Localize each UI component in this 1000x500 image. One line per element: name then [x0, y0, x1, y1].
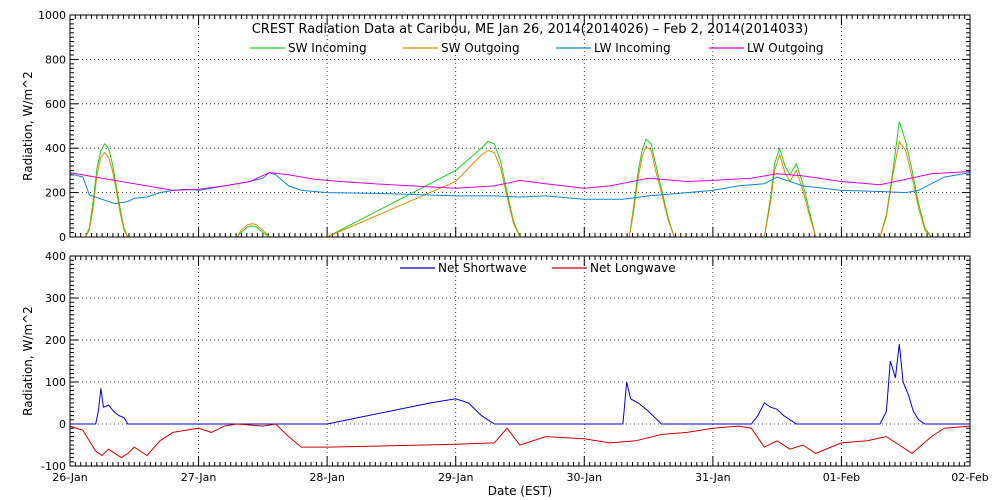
- series-line-net-longwave: [69, 423, 971, 459]
- x-tick-label: 29-Jan: [438, 471, 474, 484]
- plot-frame: [69, 14, 971, 238]
- x-tick-label: 02-Feb: [951, 471, 988, 484]
- grid-lines: [70, 256, 970, 466]
- grid-lines: [70, 15, 970, 237]
- y-tick-label: 600: [45, 98, 66, 111]
- legend-label: LW Incoming: [594, 41, 671, 55]
- x-tick-label: 31-Jan: [695, 471, 731, 484]
- y-tick-label: 800: [45, 53, 66, 66]
- legend-label: Net Shortwave: [438, 261, 527, 275]
- sw-lw-panel: 0 200 400 600 800 1000 Radiation, W/m^2 CREST R…: [21, 9, 971, 244]
- minor-ticks: [69, 255, 971, 467]
- y-tick-label: 200: [45, 334, 66, 347]
- x-tick-label: 28-Jan: [309, 471, 345, 484]
- series-line-net-shortwave: [70, 344, 970, 425]
- net-radiation-panel: -100 0 100 200 300 400 Radiation, W/m^2 Net Sho…: [21, 250, 989, 498]
- x-tick-label: 30-Jan: [567, 471, 603, 484]
- y-tick-label: 0: [59, 231, 66, 244]
- chart-title: CREST Radiation Data at Caribou, ME Jan …: [252, 22, 809, 37]
- minor-ticks: [69, 14, 971, 238]
- y-tick-label: 0: [59, 418, 66, 431]
- legend-label: SW Outgoing: [441, 41, 520, 55]
- y-tick-label: 400: [45, 250, 66, 263]
- series-line-lw-outgoing: [69, 171, 971, 191]
- series-line-sw-incoming: [70, 121, 970, 238]
- y-tick-label: 200: [45, 187, 66, 200]
- series-line-lw-incoming: [69, 172, 971, 205]
- x-tick-label: 27-Jan: [181, 471, 217, 484]
- legend-label: Net Longwave: [590, 261, 676, 275]
- y-tick-label: 400: [45, 142, 66, 155]
- y-tick-label: 300: [45, 292, 66, 305]
- x-axis-label: Date (EST): [488, 484, 552, 498]
- y-tick-label: 100: [45, 376, 66, 389]
- plot-frame: [69, 255, 971, 467]
- x-tick-label: 26-Jan: [52, 471, 88, 484]
- y-axis-label: Radiation, W/m^2: [21, 306, 35, 416]
- y-tick-label: 1000: [38, 9, 66, 22]
- y-axis-label: Radiation, W/m^2: [21, 71, 35, 181]
- legend-label: LW Outgoing: [747, 41, 824, 55]
- y-tick-label: -100: [41, 460, 66, 473]
- x-tick-label: 01-Feb: [823, 471, 860, 484]
- legend-label: SW Incoming: [288, 41, 367, 55]
